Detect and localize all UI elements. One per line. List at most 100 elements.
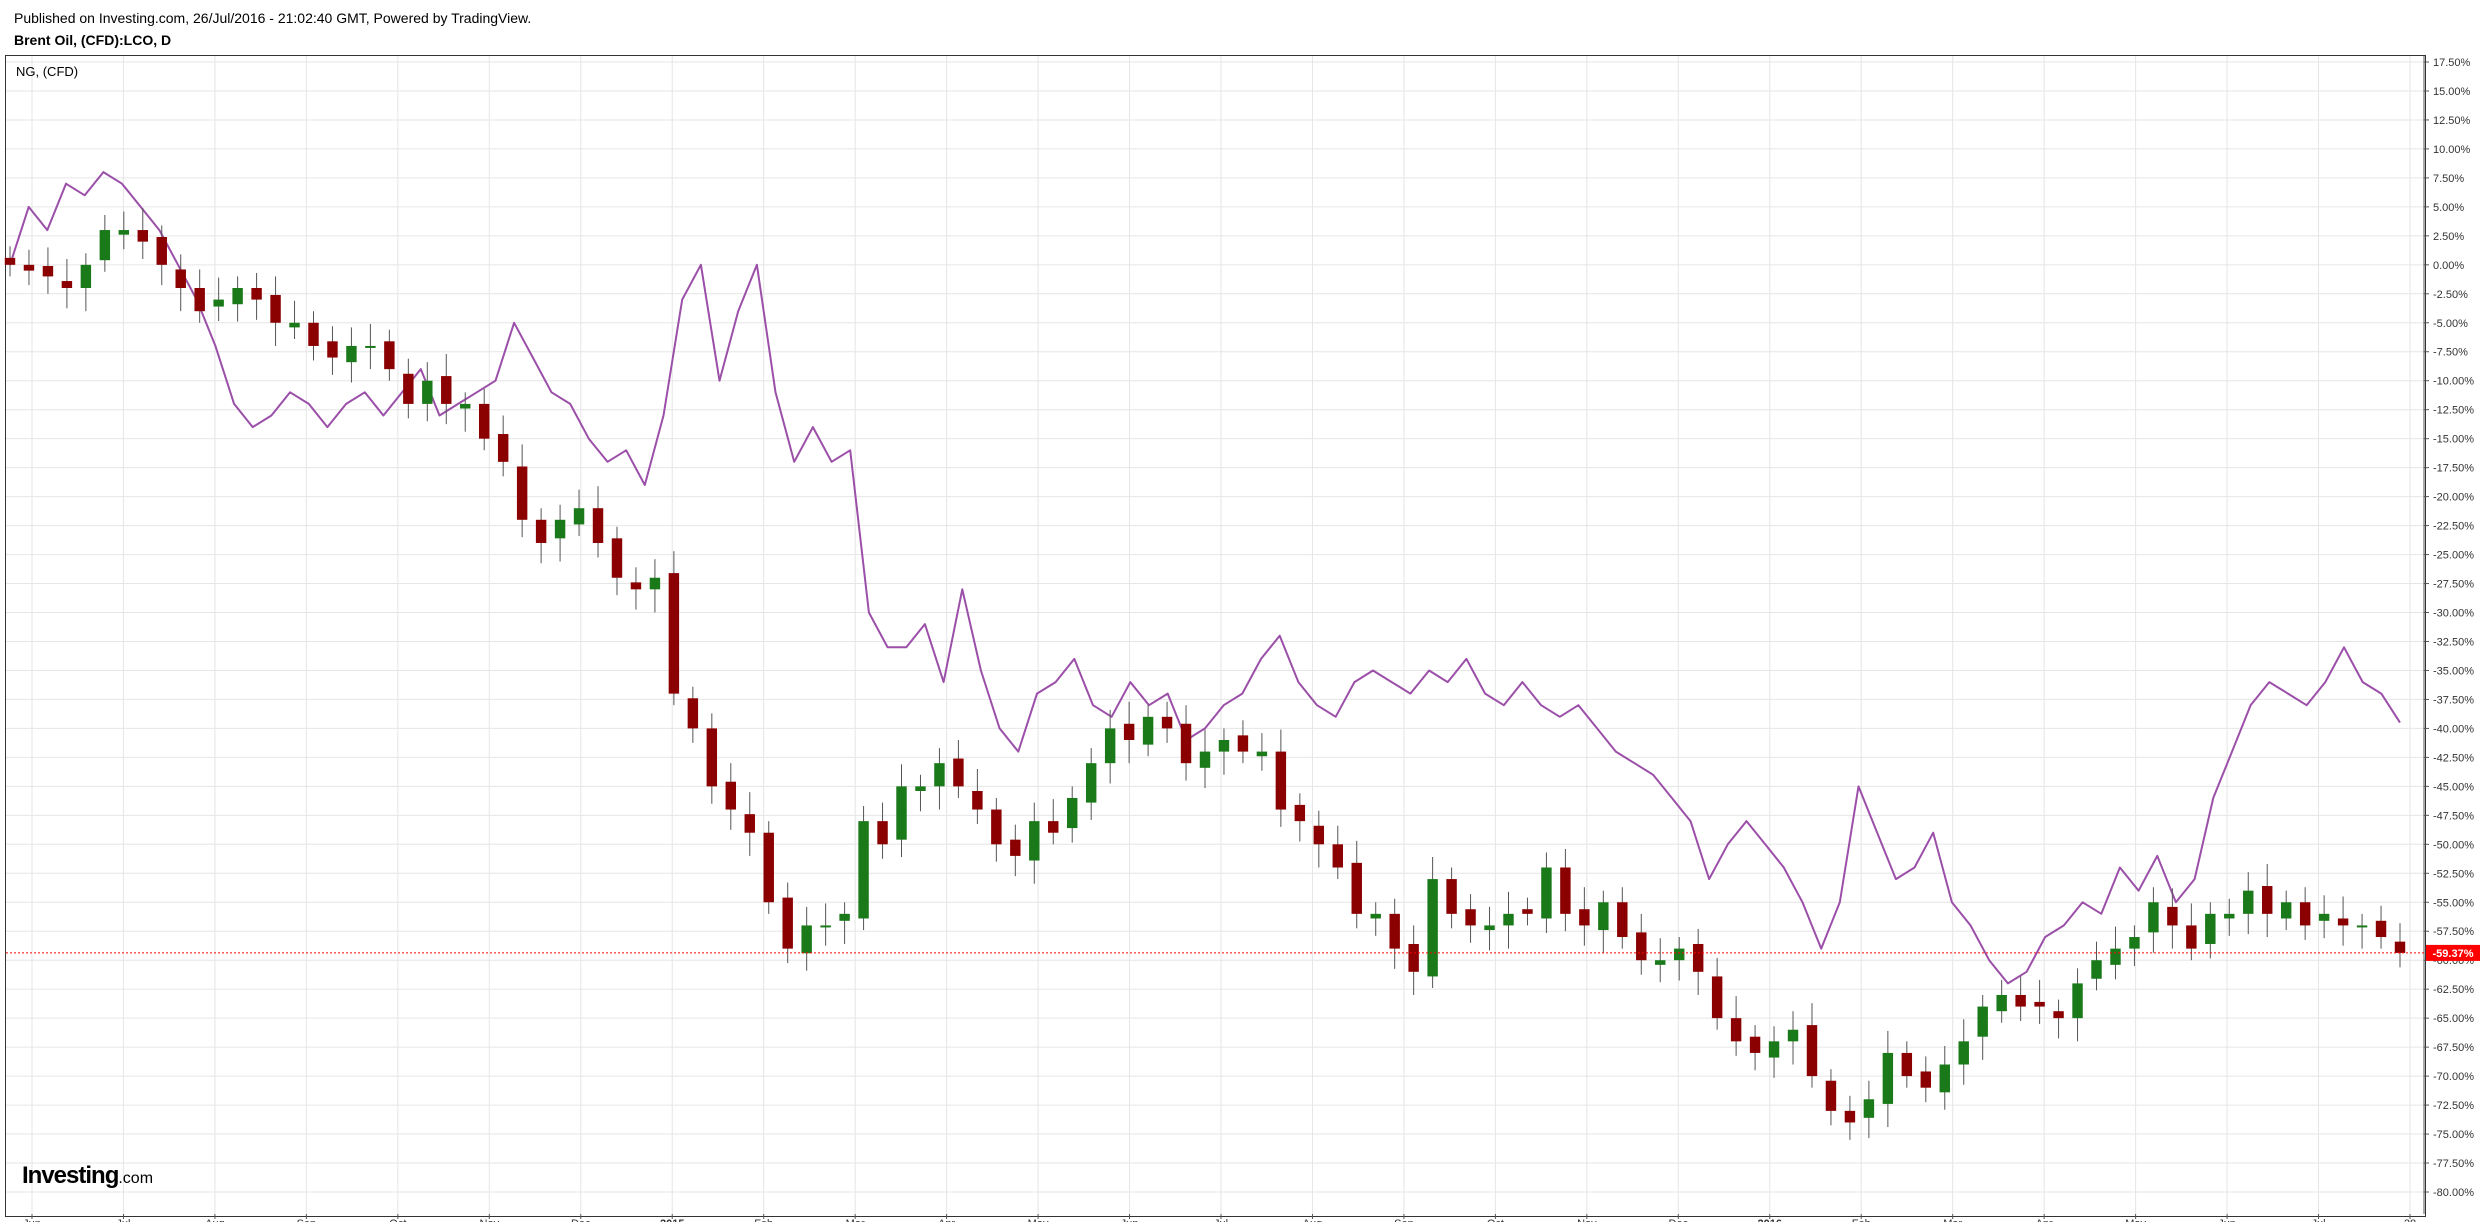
candle-body: [175, 269, 186, 288]
y-tick-label: -40.00%: [2433, 723, 2474, 735]
candle-body: [1446, 879, 1457, 914]
candle-body: [592, 508, 604, 543]
x-tick-label: Jun: [23, 1218, 41, 1222]
candle-body: [2243, 890, 2254, 914]
candle-body: [896, 786, 907, 840]
candle-body: [554, 519, 566, 539]
candle-body: [2375, 920, 2387, 938]
candle-body: [1067, 797, 1078, 829]
candle-body: [460, 403, 471, 409]
candle-body: [1711, 976, 1723, 1019]
y-tick-label: -70.00%: [2433, 1071, 2474, 1083]
x-tick-label: Apr: [2036, 1218, 2053, 1222]
candle-body: [706, 728, 718, 787]
candle-body: [441, 376, 452, 404]
candle-body: [763, 832, 774, 903]
candle-body: [308, 322, 319, 346]
y-tick-label: -75.00%: [2433, 1129, 2474, 1141]
y-tick-label: -25.00%: [2433, 550, 2474, 562]
y-tick-label: -32.50%: [2433, 636, 2474, 648]
candle-body: [4, 257, 16, 265]
candle-body: [1901, 1052, 1913, 1077]
candle-body: [1104, 728, 1116, 764]
candle-body: [2337, 918, 2349, 926]
candle-body: [384, 341, 395, 370]
x-tick-label: Apr: [938, 1218, 955, 1222]
candle-body: [573, 508, 585, 525]
candle-body: [2394, 941, 2406, 953]
chart-frame[interactable]: [5, 55, 2426, 1217]
candle-body: [23, 264, 35, 271]
candle-body: [1863, 1099, 1875, 1118]
candle-body: [1085, 763, 1097, 803]
y-tick-label: 12.50%: [2433, 115, 2471, 127]
candle-body: [953, 758, 964, 787]
candle-body: [858, 821, 869, 919]
candle-body: [365, 345, 376, 348]
candle-body: [1237, 735, 1249, 752]
candle-body: [687, 698, 699, 729]
candle-body: [1806, 1025, 1818, 1077]
candle-body: [2205, 913, 2216, 944]
candle-body: [1598, 902, 1609, 931]
candle-body: [2015, 994, 2026, 1007]
investing-logo: Investing.com: [22, 1162, 153, 1190]
y-tick-label: -55.00%: [2433, 897, 2474, 909]
y-tick-label: -30.00%: [2433, 608, 2474, 620]
candle-body: [1579, 909, 1590, 926]
y-tick-label: -67.50%: [2433, 1042, 2474, 1054]
y-tick-label: -72.50%: [2433, 1100, 2474, 1112]
x-tick-label: Aug: [205, 1218, 225, 1222]
x-tick-label: 2015: [660, 1218, 684, 1222]
candle-body: [327, 341, 338, 358]
candle-body: [2224, 913, 2235, 919]
candle-body: [1787, 1029, 1799, 1042]
candle-body: [118, 230, 130, 235]
candle-body: [213, 299, 224, 307]
candle-body: [1389, 913, 1400, 949]
candle-body: [1844, 1110, 1856, 1123]
candle-body: [630, 582, 642, 590]
x-tick-label: Dec: [1669, 1218, 1689, 1222]
x-tick-label: Oct: [1487, 1218, 1504, 1222]
candle-body: [1123, 723, 1135, 740]
x-tick-label: Jul: [1214, 1218, 1228, 1222]
candle-body: [782, 897, 793, 949]
y-tick-label: -45.00%: [2433, 781, 2474, 793]
candle-body: [270, 294, 281, 323]
y-tick-label: 15.00%: [2433, 86, 2471, 98]
x-tick-label: Jun: [1121, 1218, 1139, 1222]
candle-body: [289, 322, 300, 328]
x-tick-label: Nov: [480, 1218, 500, 1222]
candle-body: [2356, 925, 2368, 928]
x-tick-label: Feb: [754, 1218, 773, 1222]
y-tick-label: -80.00%: [2433, 1187, 2474, 1199]
candle-body: [61, 281, 73, 288]
candle-body: [1275, 751, 1287, 810]
candle-body: [137, 230, 148, 242]
candle-body: [251, 288, 262, 300]
candle-body: [839, 913, 850, 921]
candle-body: [877, 821, 888, 845]
y-tick-label: 7.50%: [2433, 173, 2464, 185]
candle-body: [820, 925, 831, 928]
candle-body: [1029, 821, 1040, 861]
x-tick-label: Dec: [571, 1218, 591, 1222]
x-axis: Jun Jul Aug Sep Oct Nov Dec 2015 Feb Mar Apr May Jun…: [23, 1214, 2416, 1222]
candle-body: [1465, 909, 1476, 926]
candle-body: [1617, 902, 1628, 938]
y-axis: 17.50% 15.00% 12.50% 10.00% 7.50% 5.00% 2.50% 0…: [2423, 56, 2474, 1214]
candle-body: [516, 466, 528, 520]
candle-body: [1313, 825, 1325, 845]
candle-body: [346, 345, 357, 363]
x-tick-label: May: [1028, 1218, 1049, 1222]
candle-body: [1256, 751, 1268, 757]
candle-body: [668, 573, 680, 694]
candle-body: [1636, 932, 1647, 961]
candle-body: [801, 925, 812, 954]
candle-body: [1218, 740, 1230, 752]
y-tick-label: -22.50%: [2433, 521, 2474, 533]
candle-body: [1560, 867, 1571, 914]
symbol-title: Brent Oil, (CFD):LCO, D: [14, 32, 172, 48]
